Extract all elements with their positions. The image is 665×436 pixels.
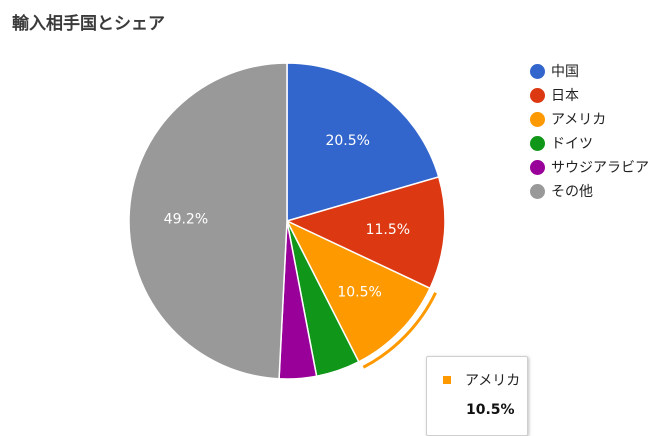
- legend-item-2[interactable]: アメリカ: [530, 107, 649, 131]
- legend-marker-icon: [530, 87, 545, 103]
- legend-label: 日本: [551, 88, 579, 104]
- pie-slice-5[interactable]: [128, 62, 288, 380]
- legend-item-3[interactable]: ドイツ: [530, 131, 649, 155]
- legend-marker-icon: [530, 183, 545, 199]
- legend-item-4[interactable]: サウジアラビア: [530, 155, 649, 179]
- legend-label: 中国: [551, 64, 579, 80]
- slice-tooltip: アメリカ 10.5%: [426, 356, 528, 436]
- chart-legend: 中国日本アメリカドイツサウジアラビア その他: [530, 59, 649, 203]
- legend-label: アメリカ: [551, 112, 607, 128]
- legend-item-5[interactable]: その他: [530, 179, 649, 203]
- pie-slice-1[interactable]: [284, 175, 446, 290]
- legend-marker-icon: [530, 111, 545, 127]
- tooltip-color-swatch: [443, 376, 451, 384]
- pie-chart: 輸入相手国とシェア 20.5% 11.5% 10.5% 49.2% 中国 日本 アメリカド…: [12, 14, 649, 436]
- pie-slice-2[interactable]: [285, 219, 431, 363]
- tooltip-value: 10.5%: [466, 402, 515, 418]
- legend-marker-icon: [530, 135, 545, 151]
- legend-item-1[interactable]: 日本: [530, 83, 649, 107]
- legend-label: その他: [551, 184, 593, 200]
- legend-marker-icon: [530, 63, 545, 79]
- pie-slice-highlight-ring: [362, 292, 437, 369]
- pie-data-label-2: 10.5%: [337, 284, 381, 300]
- tooltip-label: アメリカ: [465, 373, 521, 389]
- legend-marker-icon: [530, 159, 545, 175]
- pie-data-label-5: 49.2%: [164, 211, 208, 227]
- pie-plot-area: 20.5% 11.5% 10.5% 49.2%: [128, 62, 446, 380]
- legend-label: ドイツ: [551, 136, 593, 152]
- legend-label: サウジアラビア: [551, 160, 649, 176]
- pie-data-label-0: 20.5%: [325, 133, 369, 149]
- pie-slice-0[interactable]: [286, 62, 440, 222]
- chart-title: 輸入相手国とシェア: [12, 14, 165, 34]
- legend-item-0[interactable]: 中国: [530, 59, 649, 83]
- pie-data-label-1: 11.5%: [366, 222, 410, 238]
